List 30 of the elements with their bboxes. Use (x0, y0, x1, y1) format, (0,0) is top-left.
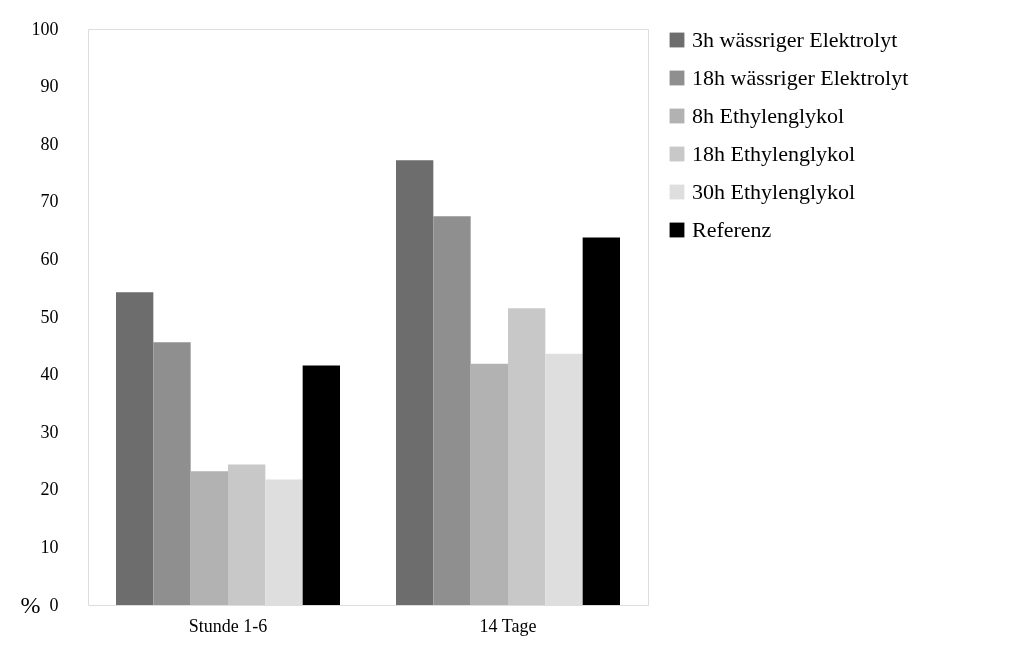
bar (190, 471, 228, 605)
x-tick-label: Stunde 1-6 (188, 615, 268, 636)
x-tick-label: 14 Tage (479, 615, 537, 636)
y-tick-label: 0 (49, 594, 59, 615)
y-tick-label: 80 (40, 133, 59, 154)
legend-label: 18h Ethylenglykol (692, 141, 856, 166)
bar (433, 216, 471, 605)
bar (470, 363, 508, 605)
bar (396, 160, 434, 605)
y-tick-label: 50 (40, 306, 59, 327)
y-tick-label: 70 (40, 191, 59, 212)
y-tick-label: 40 (40, 364, 59, 385)
bar (302, 365, 340, 605)
bar (508, 308, 546, 605)
legend-label: 30h Ethylenglykol (692, 179, 856, 204)
y-tick-label: 100 (31, 18, 59, 39)
bar (153, 342, 191, 605)
legend-label: 3h wässriger Elektrolyt (692, 27, 898, 52)
y-tick-label: 90 (40, 76, 59, 97)
y-tick-label: 60 (40, 248, 59, 269)
bar (582, 237, 620, 605)
legend-label: 8h Ethylenglykol (692, 103, 845, 128)
legend-label: 18h wässriger Elektrolyt (692, 65, 909, 90)
legend-label: Referenz (692, 217, 772, 242)
y-tick-label: 10 (40, 536, 59, 557)
bar (116, 292, 154, 605)
y-axis-title: % (20, 591, 41, 618)
y-tick-label: 20 (40, 479, 59, 500)
y-tick-label: 30 (40, 421, 59, 442)
bar (228, 464, 266, 605)
